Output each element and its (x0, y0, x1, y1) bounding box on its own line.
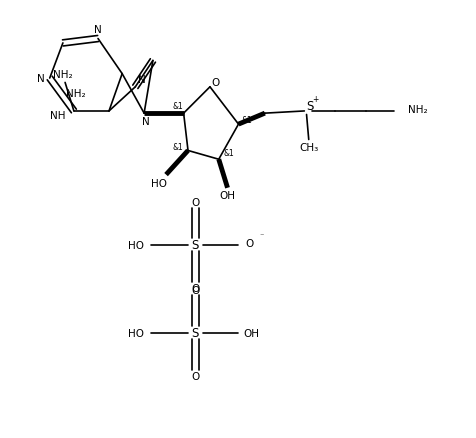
Text: S: S (190, 239, 198, 252)
Text: HO: HO (151, 179, 167, 189)
Text: OH: OH (243, 328, 259, 338)
Text: CH₃: CH₃ (298, 143, 317, 153)
Text: &1: &1 (173, 142, 183, 151)
Text: HO: HO (128, 240, 144, 250)
Text: O: O (245, 238, 253, 248)
Text: NH: NH (50, 111, 65, 121)
Text: S: S (190, 326, 198, 339)
Text: &1: &1 (240, 116, 251, 125)
Text: ⁻: ⁻ (259, 231, 263, 240)
Text: +: + (311, 95, 318, 104)
Text: OH: OH (219, 191, 235, 201)
Text: &1: &1 (173, 102, 183, 110)
Text: N: N (37, 74, 45, 84)
Text: O: O (191, 283, 199, 293)
Text: NH₂: NH₂ (66, 89, 86, 99)
Text: NH₂: NH₂ (53, 70, 72, 79)
Text: NH₂: NH₂ (407, 105, 426, 114)
Text: O: O (191, 198, 199, 207)
Text: S: S (305, 100, 313, 113)
Text: N: N (138, 75, 146, 85)
Text: O: O (211, 78, 219, 87)
Text: &1: &1 (223, 149, 233, 158)
Text: N: N (94, 25, 102, 35)
Text: N: N (142, 117, 150, 127)
Text: O: O (191, 285, 199, 295)
Text: HO: HO (128, 328, 144, 338)
Text: O: O (191, 371, 199, 381)
